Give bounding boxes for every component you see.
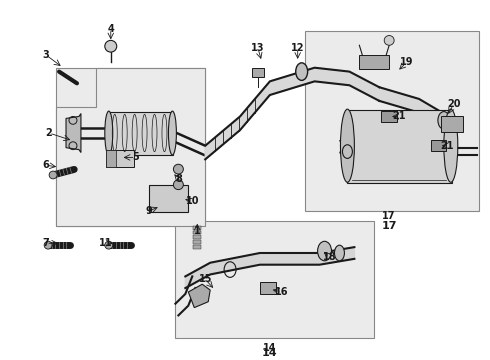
Text: 14: 14 xyxy=(263,343,277,352)
Text: 13: 13 xyxy=(251,43,265,53)
Text: 6: 6 xyxy=(43,160,49,170)
Text: 2: 2 xyxy=(46,128,52,138)
Text: 20: 20 xyxy=(447,99,461,109)
Bar xyxy=(106,150,116,167)
Polygon shape xyxy=(66,113,81,153)
Ellipse shape xyxy=(444,109,458,182)
Text: 4: 4 xyxy=(107,24,114,34)
Circle shape xyxy=(49,171,57,179)
Polygon shape xyxy=(188,284,210,307)
Ellipse shape xyxy=(318,241,332,261)
Text: 5: 5 xyxy=(132,152,139,162)
Bar xyxy=(193,230,201,234)
Bar xyxy=(260,282,276,294)
Bar xyxy=(193,240,201,244)
Bar xyxy=(193,235,201,239)
Polygon shape xyxy=(185,247,354,288)
Bar xyxy=(109,112,173,156)
Text: 19: 19 xyxy=(400,57,414,67)
Ellipse shape xyxy=(341,109,354,182)
Bar xyxy=(359,55,389,69)
Text: 12: 12 xyxy=(291,43,304,53)
Ellipse shape xyxy=(335,245,344,261)
Text: 3: 3 xyxy=(43,50,49,60)
Text: 16: 16 xyxy=(275,287,289,297)
Circle shape xyxy=(384,36,394,45)
Text: 1: 1 xyxy=(194,226,200,235)
Bar xyxy=(305,31,479,211)
Circle shape xyxy=(44,241,52,249)
Bar xyxy=(56,68,205,226)
Bar xyxy=(175,221,374,338)
Bar xyxy=(148,185,188,212)
Circle shape xyxy=(105,40,117,52)
Ellipse shape xyxy=(105,111,113,155)
Bar xyxy=(441,117,463,132)
Text: 10: 10 xyxy=(186,196,199,206)
Ellipse shape xyxy=(438,112,450,129)
Bar xyxy=(347,110,452,183)
Circle shape xyxy=(173,180,183,190)
Bar xyxy=(381,111,397,122)
Bar xyxy=(431,140,446,150)
Polygon shape xyxy=(205,68,444,159)
Polygon shape xyxy=(56,68,205,226)
Text: 14: 14 xyxy=(262,348,278,357)
Text: 21: 21 xyxy=(392,112,406,121)
Text: 8: 8 xyxy=(175,174,182,184)
Bar xyxy=(193,245,201,249)
Ellipse shape xyxy=(343,145,352,158)
Text: 21: 21 xyxy=(440,141,454,151)
Ellipse shape xyxy=(169,111,176,155)
Text: 17: 17 xyxy=(382,211,396,221)
Text: 9: 9 xyxy=(145,206,152,216)
Text: 17: 17 xyxy=(381,221,397,231)
Text: 11: 11 xyxy=(99,238,113,248)
Text: 18: 18 xyxy=(323,252,336,262)
Ellipse shape xyxy=(295,63,308,80)
Circle shape xyxy=(105,241,113,249)
Text: 7: 7 xyxy=(43,238,49,248)
Bar xyxy=(193,226,201,230)
Bar xyxy=(252,68,264,77)
Bar xyxy=(106,150,134,167)
Circle shape xyxy=(173,164,183,174)
Text: 15: 15 xyxy=(198,274,212,284)
